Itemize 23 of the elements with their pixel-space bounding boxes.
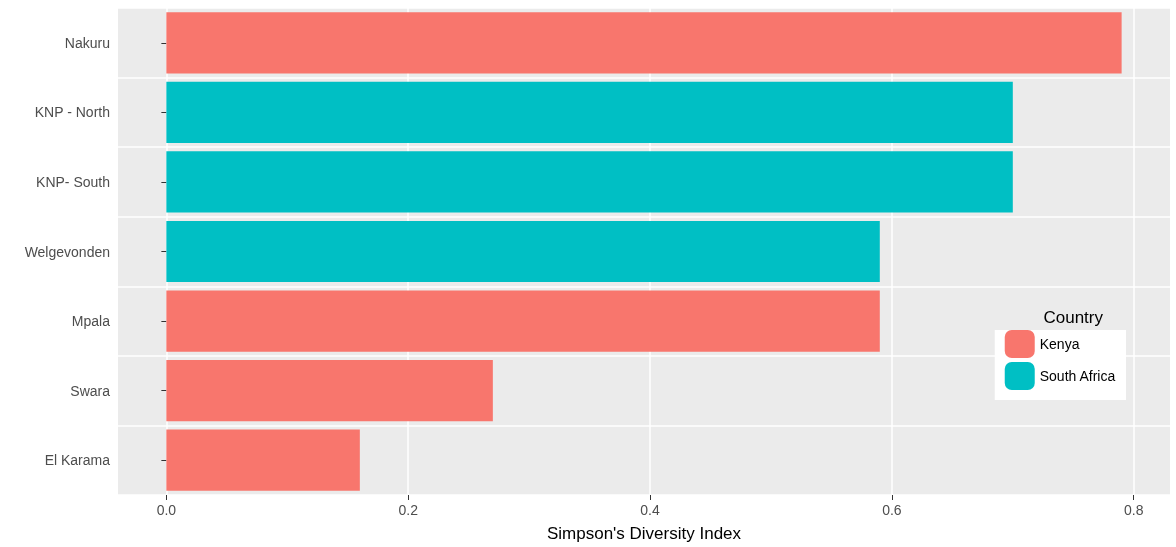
x-axis-title: Simpson's Diversity Index xyxy=(546,524,742,543)
bar xyxy=(166,429,360,491)
x-tick-label: 0.6 xyxy=(882,502,902,518)
bar xyxy=(166,12,1122,74)
legend-title: Country xyxy=(1043,308,1104,327)
bar xyxy=(166,220,880,283)
x-tick-label: 0.8 xyxy=(1123,502,1144,518)
y-tick-label: Welgevonden xyxy=(24,243,110,260)
y-tick-label: Nakuru xyxy=(64,34,110,51)
x-tick-label: 0.0 xyxy=(156,502,177,518)
y-tick-label: KNP - North xyxy=(34,104,110,121)
bar xyxy=(166,290,880,352)
x-tick-label: 0.4 xyxy=(640,502,660,518)
bar xyxy=(166,81,1013,143)
y-tick-label: Mpala xyxy=(71,313,111,330)
bar xyxy=(166,151,1013,213)
legend-label: Kenya xyxy=(1039,336,1080,352)
y-tick-label: Swara xyxy=(70,382,111,399)
y-tick-label: El Karama xyxy=(44,452,111,469)
bar xyxy=(166,360,493,422)
legend-label: South Africa xyxy=(1039,368,1116,384)
y-tick-label: KNP- South xyxy=(36,173,110,190)
x-tick-label: 0.2 xyxy=(398,502,419,518)
